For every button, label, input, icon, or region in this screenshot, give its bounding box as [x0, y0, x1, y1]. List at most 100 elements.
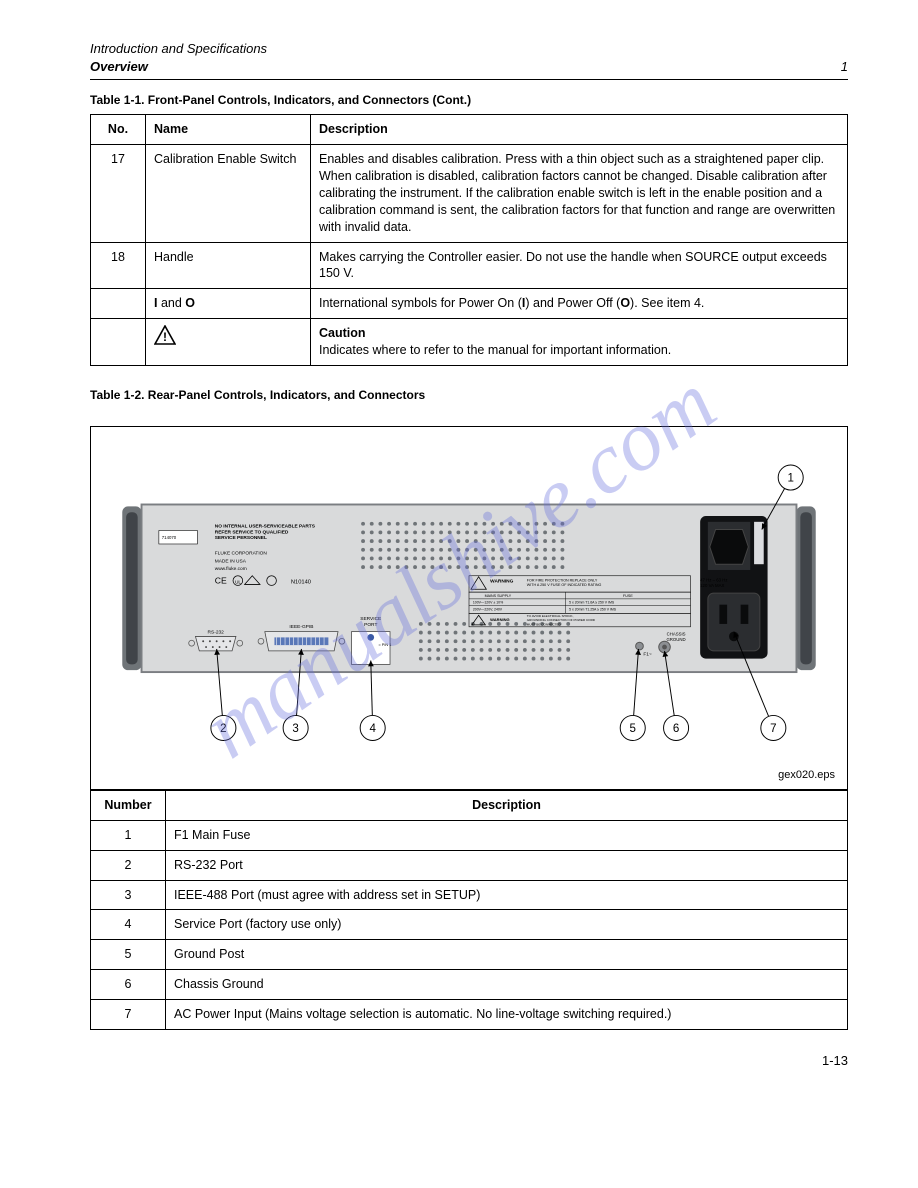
- rearpanel-caption-prefix: Table 1-2.: [90, 388, 148, 402]
- table-row: 7AC Power Input (Mains voltage selection…: [91, 1000, 848, 1030]
- cell-name: I and O: [146, 289, 311, 319]
- svg-text:MUST BE CONNECTED: MUST BE CONNECTED: [527, 622, 562, 626]
- svg-text:UL: UL: [235, 579, 241, 585]
- frontpanel-col-no: No.: [91, 115, 146, 145]
- table-row: 6Chassis Ground: [91, 970, 848, 1000]
- cell-desc: Makes carrying the Controller easier. Do…: [311, 242, 848, 289]
- table-row: 17Calibration Enable SwitchEnables and d…: [91, 145, 848, 242]
- table-row: 5Ground Post: [91, 940, 848, 970]
- warning-triangle-icon: !: [154, 334, 176, 348]
- rear-panel-figure: 714070 NO INTERNAL USER-SERVICEABLE PARTS…: [90, 426, 848, 790]
- cell-desc: AC Power Input (Mains voltage selection …: [166, 1000, 848, 1030]
- cell-name: Calibration Enable Switch: [146, 145, 311, 242]
- svg-text:IEEE-GPIB: IEEE-GPIB: [289, 623, 313, 629]
- cell-desc: Enables and disables calibration. Press …: [311, 145, 848, 242]
- frontpanel-header-row: No. Name Description: [91, 115, 848, 145]
- svg-text:1: 1: [787, 472, 793, 484]
- svg-text:7: 7: [770, 722, 776, 734]
- svg-text:SERVICE PERSONNEL: SERVICE PERSONNEL: [215, 535, 267, 541]
- cell-no: 3: [91, 880, 166, 910]
- svg-text:www.fluke.com: www.fluke.com: [215, 566, 247, 572]
- rearpanel-table: Number Description 1F1 Main Fuse2RS-232 …: [90, 790, 848, 1030]
- cell-desc: CautionIndicates where to refer to the m…: [311, 319, 848, 366]
- cell-desc: F1 Main Fuse: [166, 820, 848, 850]
- cell-desc: Ground Post: [166, 940, 848, 970]
- svg-text:N10140: N10140: [291, 579, 311, 585]
- table-row: 18HandleMakes carrying the Controller ea…: [91, 242, 848, 289]
- svg-text:2: 2: [220, 722, 226, 734]
- cell-no: 2: [91, 850, 166, 880]
- svg-text:47 Hz – 63 Hz: 47 Hz – 63 Hz: [700, 577, 727, 582]
- svg-text:WITH A 250 V FUSE OF INDICATED: WITH A 250 V FUSE OF INDICATED RATING: [527, 583, 602, 587]
- table-row: 1F1 Main Fuse: [91, 820, 848, 850]
- svg-text:WARNING: WARNING: [490, 578, 513, 584]
- rear-panel-illustration: 714070 NO INTERNAL USER-SERVICEABLE PARTS…: [103, 439, 835, 766]
- cell-name: Handle: [146, 242, 311, 289]
- svg-text:FOR FIRE PROTECTION REPLACE ON: FOR FIRE PROTECTION REPLACE ONLY: [527, 578, 598, 582]
- table-row: 4Service Port (factory use only): [91, 910, 848, 940]
- cell-desc: RS-232 Port: [166, 850, 848, 880]
- svg-text:120 VA MAX: 120 VA MAX: [700, 582, 724, 587]
- svg-text:MAINS SUPPLY: MAINS SUPPLY: [485, 594, 512, 598]
- page-header: Introduction and Specifications Overview…: [90, 40, 848, 75]
- header-left-line1: Introduction and Specifications: [90, 41, 267, 56]
- header-right: 1: [841, 58, 848, 76]
- svg-text:PORT: PORT: [364, 621, 377, 627]
- frontpanel-caption-prefix: Table 1-1.: [90, 93, 148, 107]
- svg-text:FUSE: FUSE: [623, 594, 633, 598]
- svg-text:714070: 714070: [162, 535, 177, 540]
- cell-no: [91, 319, 146, 366]
- rearpanel-caption-text: Rear-Panel Controls, Indicators, and Con…: [148, 388, 425, 402]
- page-number: 1-13: [90, 1052, 848, 1070]
- cell-no: 6: [91, 970, 166, 1000]
- rearpanel-col-no: Number: [91, 790, 166, 820]
- table-row: 3IEEE-488 Port (must agree with address …: [91, 880, 848, 910]
- chapter-number: 1: [841, 59, 848, 74]
- frontpanel-table-caption: Table 1-1. Front-Panel Controls, Indicat…: [90, 92, 848, 108]
- svg-text:CE: CE: [215, 575, 227, 585]
- rearpanel-col-desc: Description: [166, 790, 848, 820]
- svg-text:F1~: F1~: [643, 651, 652, 657]
- table-row: 2RS-232 Port: [91, 850, 848, 880]
- header-left-line2: Overview: [90, 59, 148, 74]
- frontpanel-caption-text: Front-Panel Controls, Indicators, and Co…: [148, 93, 471, 107]
- cell-no: 17: [91, 145, 146, 242]
- svg-text:CHASSIS: CHASSIS: [667, 631, 686, 636]
- svg-text:REFER SERVICE TO QUALIFIED: REFER SERVICE TO QUALIFIED: [215, 529, 289, 535]
- svg-text:200V—220V, 240V: 200V—220V, 240V: [473, 607, 503, 611]
- svg-text:3: 3: [292, 722, 298, 734]
- cell-desc: International symbols for Power On (I) a…: [311, 289, 848, 319]
- svg-text:WARNING: WARNING: [490, 617, 509, 622]
- rearpanel-table-caption: Table 1-2. Rear-Panel Controls, Indicato…: [90, 387, 848, 403]
- svg-text:FLUKE CORPORATION: FLUKE CORPORATION: [215, 550, 268, 556]
- svg-text:100V—120V ± 10%: 100V—120V ± 10%: [473, 600, 503, 604]
- cell-no: 18: [91, 242, 146, 289]
- cell-desc: Chassis Ground: [166, 970, 848, 1000]
- svg-text:RS-232: RS-232: [208, 629, 225, 635]
- cell-desc: Service Port (factory use only): [166, 910, 848, 940]
- cell-no: 5: [91, 940, 166, 970]
- header-rule: [90, 79, 848, 80]
- svg-text:5 x 20mm T1.6A ≥ 250 V IMS: 5 x 20mm T1.6A ≥ 250 V IMS: [569, 600, 615, 604]
- svg-text:!: !: [163, 330, 167, 344]
- cell-no: 7: [91, 1000, 166, 1030]
- frontpanel-col-name: Name: [146, 115, 311, 145]
- cell-no: 4: [91, 910, 166, 940]
- svg-text:SERVICE: SERVICE: [360, 616, 381, 622]
- svg-text:= PIN 1: = PIN 1: [378, 643, 391, 647]
- frontpanel-table: No. Name Description 17Calibration Enabl…: [90, 114, 848, 366]
- cell-no: [91, 289, 146, 319]
- figure-filename: gex020.eps: [103, 768, 835, 783]
- table-row: ! CautionIndicates where to refer to the …: [91, 319, 848, 366]
- cell-no: 1: [91, 820, 166, 850]
- svg-text:MADE IN USA: MADE IN USA: [215, 558, 247, 564]
- svg-text:GROUND: GROUND: [666, 636, 685, 641]
- header-left: Introduction and Specifications Overview: [90, 40, 267, 75]
- svg-text:NO INTERNAL USER-SERVICEABLE P: NO INTERNAL USER-SERVICEABLE PARTS: [215, 523, 316, 529]
- cell-name: !: [146, 319, 311, 366]
- svg-text:4: 4: [369, 722, 376, 734]
- svg-text:5 x 20mm T1.25A ≥ 250 V IMS: 5 x 20mm T1.25A ≥ 250 V IMS: [569, 607, 617, 611]
- svg-text:5: 5: [630, 722, 636, 734]
- frontpanel-col-desc: Description: [311, 115, 848, 145]
- svg-text:6: 6: [673, 722, 679, 734]
